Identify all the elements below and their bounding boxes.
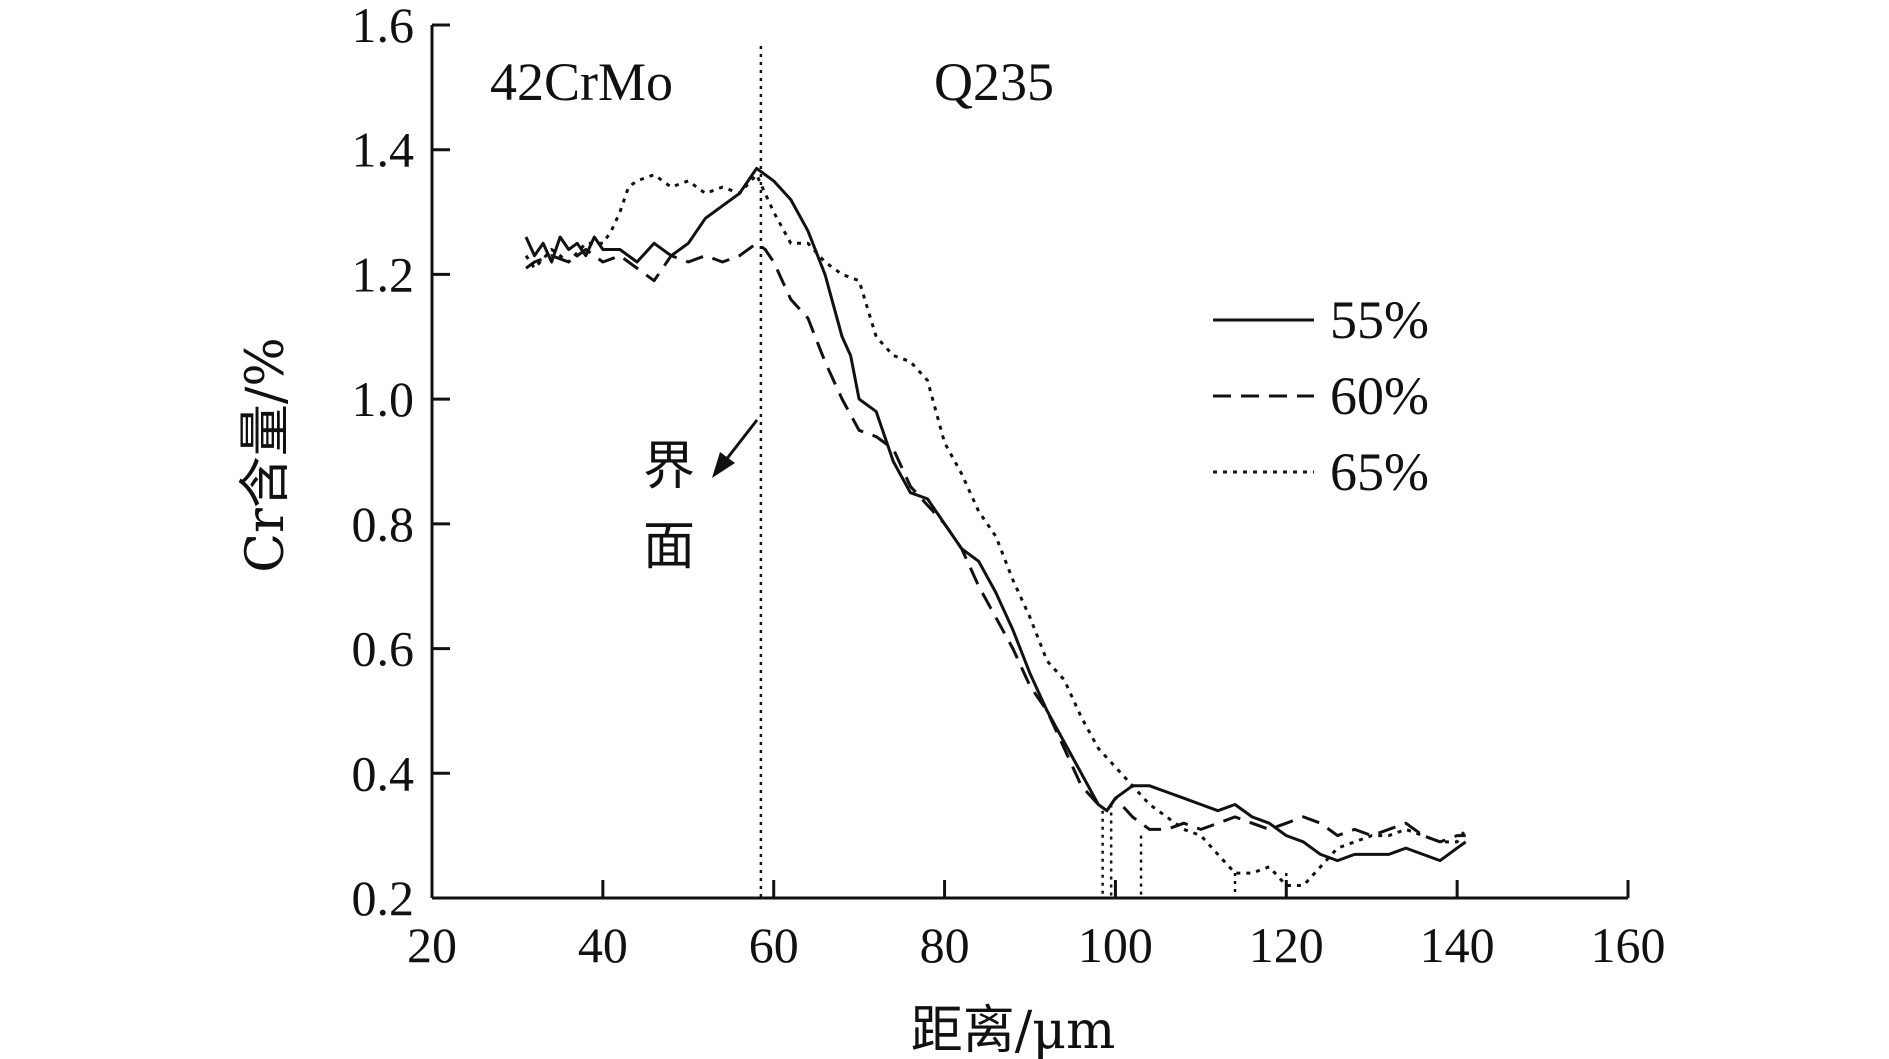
legend-label-3: 65% [1330,442,1429,502]
interface-label-line2: 面 [643,517,695,577]
legend-label-2: 60% [1330,366,1429,426]
y-tick-label: 0.6 [352,621,415,677]
y-tick-label: 1.2 [352,246,415,302]
y-axis-title: Cr含量/% [236,337,296,573]
x-tick-label: 60 [749,917,799,973]
series-layer [524,166,1467,887]
x-tick-label: 140 [1420,917,1495,973]
interface-label-line1: 界 [643,437,695,497]
x-tick-label: 80 [920,917,970,973]
y-tick-label: 1.0 [352,371,415,427]
y-tick-label: 0.4 [352,745,415,801]
legend: 55% 60% 65% [1213,290,1429,502]
x-tick-label: 100 [1078,917,1153,973]
y-tick-label: 0.8 [352,496,415,552]
interface-arrow-shaft [720,419,759,466]
legend-label-1: 55% [1330,290,1429,350]
series-1-line [524,166,1467,863]
x-tick-label: 160 [1591,917,1666,973]
interface-layer [712,46,1288,898]
x-tick-label: 120 [1249,917,1324,973]
series-2-line [525,241,1466,844]
y-tick-label: 1.6 [352,0,415,53]
ticks: 20 40 60 80 100 120 140 160 0.2 0.4 0.6 0.8 1.0 1.2 1.… [352,0,1666,973]
interface-arrowhead [712,452,735,478]
left-region-label: 42CrMo [490,52,673,112]
x-axis-title: 距离/μm [911,1001,1116,1059]
right-region-label: Q235 [934,52,1054,112]
x-tick-label: 40 [578,917,628,973]
y-tick-label: 1.4 [352,122,415,178]
axes [430,25,1628,900]
y-tick-label: 0.2 [352,870,415,926]
x-tick-label: 20 [407,917,457,973]
